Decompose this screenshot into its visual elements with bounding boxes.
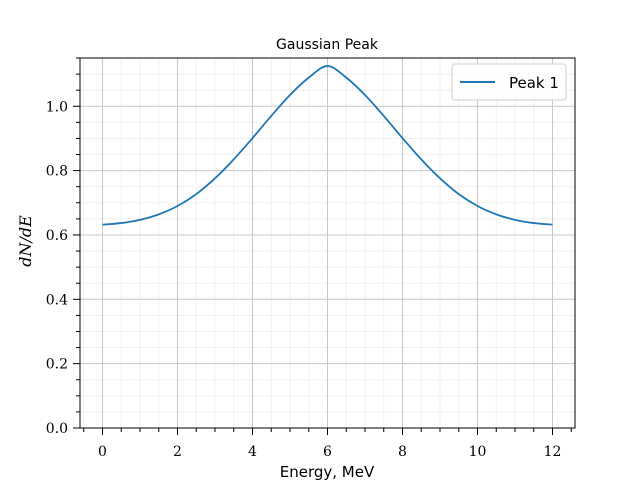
x-tick-label: 4 <box>248 444 257 460</box>
y-tick-label: 1.0 <box>46 99 68 115</box>
y-tick-label: 0.2 <box>46 357 68 373</box>
y-axis-ticks: 0.0 0.2 0.4 0.6 0.8 1.0 <box>46 57 80 437</box>
x-tick-label: 6 <box>323 444 332 460</box>
legend-label-peak-1: Peak 1 <box>509 74 559 92</box>
x-tick-label: 8 <box>398 444 407 460</box>
y-tick-label: 0.6 <box>46 228 68 244</box>
y-tick-label: 0.0 <box>46 421 68 437</box>
legend-box <box>451 63 567 101</box>
legend: Peak 1 <box>451 63 567 101</box>
x-axis-ticks: 0 2 4 6 8 10 12 <box>83 428 572 460</box>
x-tick-label: 2 <box>173 444 182 460</box>
chart-title: Gaussian Peak <box>276 37 379 53</box>
plot-series <box>102 65 553 226</box>
x-tick-label: 0 <box>98 444 107 460</box>
x-tick-label: 10 <box>469 444 487 460</box>
y-tick-label: 0.4 <box>46 292 68 308</box>
x-tick-label: 12 <box>544 444 562 460</box>
y-tick-label: 0.8 <box>46 164 68 180</box>
x-axis-label: Energy, MeV <box>280 463 375 480</box>
y-axis-label: dN/dE <box>16 215 35 267</box>
series-line-1 <box>102 65 553 226</box>
